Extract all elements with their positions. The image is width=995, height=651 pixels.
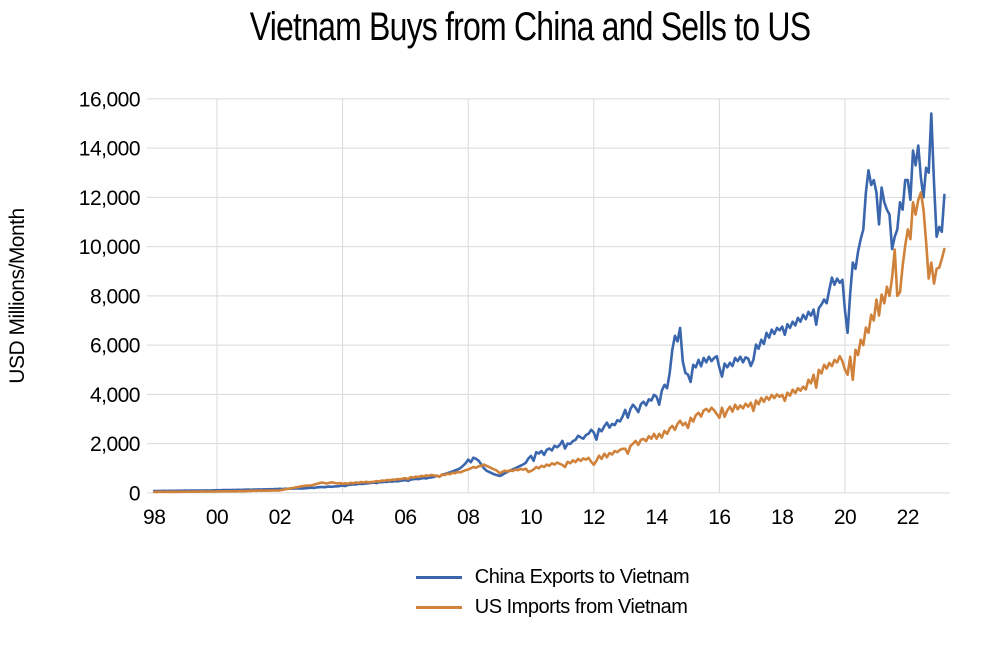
y-tick-label: 16,000	[79, 88, 140, 111]
y-tick-label: 12,000	[79, 187, 140, 210]
y-tick-label: 0	[129, 482, 140, 505]
y-tick-label: 10,000	[79, 236, 140, 259]
legend-label: China Exports to Vietnam	[474, 566, 690, 588]
y-axis-tick-labels: 0 2,000 4,000 6,000 8,000 10,000 12,000 14,000 1…	[79, 88, 141, 505]
x-axis-tick-labels: 98 00 02 04 06 08 10 12 14 16 18 20 22	[143, 506, 919, 529]
x-tick-label: 22	[897, 506, 919, 529]
x-tick-label: 98	[143, 506, 165, 529]
x-tick-label: 16	[708, 506, 730, 529]
y-tick-label: 2,000	[90, 433, 140, 456]
legend-item-0: China Exports to Vietnam	[415, 566, 690, 589]
legend-line-swatch	[415, 606, 462, 609]
series-line-1	[152, 191, 946, 494]
chart-title: Vietnam Buys from China and Sells to US	[249, 5, 811, 49]
x-tick-label: 10	[520, 506, 542, 529]
x-tick-label: 20	[834, 506, 856, 529]
x-tick-label: 00	[206, 506, 228, 529]
x-tick-label: 04	[331, 506, 354, 529]
y-tick-label: 6,000	[90, 335, 140, 358]
legend-label: US Imports from Vietnam	[474, 596, 688, 618]
vertical-gridlines	[216, 98, 846, 493]
y-tick-label: 8,000	[90, 285, 140, 308]
x-tick-label: 02	[269, 506, 291, 529]
x-tick-label: 08	[457, 506, 479, 529]
x-tick-label: 18	[771, 506, 793, 529]
legend-line-swatch	[415, 576, 462, 579]
legend: China Exports to Vietnam US Imports from …	[55, 566, 995, 619]
y-tick-label: 14,000	[79, 138, 140, 161]
y-axis-title: USD Millions/Month	[6, 208, 29, 384]
x-tick-label: 12	[583, 506, 605, 529]
horizontal-gridlines	[147, 98, 950, 494]
legend-item-1: US Imports from Vietnam	[415, 596, 689, 619]
x-tick-label: 06	[394, 506, 416, 529]
series-line-0	[152, 112, 946, 493]
x-tick-label: 14	[645, 506, 668, 529]
series-lines	[152, 112, 946, 494]
y-tick-label: 4,000	[90, 384, 140, 407]
